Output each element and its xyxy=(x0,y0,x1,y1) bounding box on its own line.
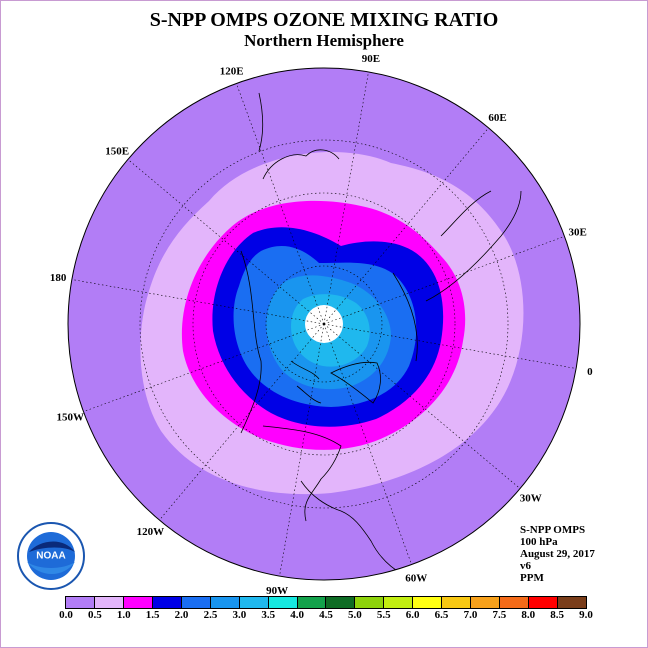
longitude-label: 60W xyxy=(405,573,427,585)
colorbar-tick-label: 4.5 xyxy=(319,609,333,621)
coast-asia-pacific xyxy=(258,92,340,180)
colorbar-tick-label: 8.5 xyxy=(550,609,564,621)
colorbar-swatch xyxy=(152,597,182,608)
coastlines xyxy=(240,92,522,577)
colorbar-tick-label: 9.0 xyxy=(579,609,593,621)
colorbar-tick-label: 5.0 xyxy=(348,609,362,621)
colorbar-swatch xyxy=(384,597,414,608)
meridian-line xyxy=(323,323,521,489)
colorbar-swatch xyxy=(66,597,95,608)
colorbar-swatch xyxy=(181,597,211,608)
coast-canadian-islands xyxy=(290,360,322,404)
longitude-label: 150W xyxy=(57,411,85,423)
colorbar-tick-label: 7.5 xyxy=(492,609,507,621)
colorbar-swatch xyxy=(471,597,501,608)
info-date: August 29, 2017 xyxy=(520,548,595,560)
colorbar-tick-label: 0.5 xyxy=(88,609,102,621)
colorbar-swatch xyxy=(529,597,558,608)
colorbar-tick-label: 5.5 xyxy=(376,609,391,621)
colorbar-tick-label: 4.0 xyxy=(290,609,304,621)
meridian-line xyxy=(71,279,325,325)
meridian-line xyxy=(127,159,325,325)
colorbar-tick-label: 1.5 xyxy=(145,609,160,621)
graticule xyxy=(139,139,509,509)
meridian-line xyxy=(83,323,325,412)
meridians xyxy=(71,71,577,577)
colorbar-tick-label: 8.0 xyxy=(521,609,536,621)
colorbar-swatch xyxy=(297,597,327,608)
info-instrument: S-NPP OMPS xyxy=(520,524,586,536)
longitude-label: 90W xyxy=(266,585,288,597)
longitude-label: 90E xyxy=(362,53,380,65)
meridian-line xyxy=(323,323,577,369)
noaa-logo-text: NOAA xyxy=(36,551,65,562)
longitude-label: 30E xyxy=(569,227,587,239)
page-title: S-NPP OMPS OZONE MIXING RATIO xyxy=(149,9,499,31)
colorbar-swatch xyxy=(326,597,356,608)
coast-north-america xyxy=(240,250,342,522)
colorbar-swatch xyxy=(355,597,385,608)
colorbar-tick-label: 3.5 xyxy=(261,609,276,621)
colorbar-swatch xyxy=(123,597,153,608)
info-block: S-NPP OMPS 100 hPa August 29, 2017 v6 PP… xyxy=(520,524,595,584)
colorbar-swatch xyxy=(442,597,472,608)
info-units: PPM xyxy=(520,572,544,584)
colorbar-tick-label: 6.0 xyxy=(405,609,420,621)
colorbar-tick-label: 2.0 xyxy=(174,609,189,621)
longitude-label: 120W xyxy=(137,526,165,538)
colorbar xyxy=(65,596,587,609)
info-version: v6 xyxy=(520,560,531,572)
colorbar-tick-label: 1.0 xyxy=(116,609,131,621)
meridian-line xyxy=(323,127,489,325)
colorbar-tick-label: 6.5 xyxy=(434,609,449,621)
longitude-label: 180 xyxy=(50,272,67,284)
colorbar-swatch xyxy=(413,597,443,608)
meridian-line xyxy=(279,323,325,577)
meridian-line xyxy=(159,323,325,521)
noaa-emblem-icon: NOAA xyxy=(17,522,85,590)
longitude-label: 150E xyxy=(105,145,129,157)
colorbar-swatch xyxy=(210,597,240,608)
info-level: 100 hPa xyxy=(520,536,558,548)
longitude-label: 120E xyxy=(220,65,244,77)
lat-circle-0 xyxy=(139,139,509,509)
lat-circle-30 xyxy=(192,192,456,456)
meridian-line xyxy=(323,71,369,325)
colorbar-swatch xyxy=(94,597,124,608)
colorbar-tick-label: 3.0 xyxy=(232,609,247,621)
colorbar-swatch xyxy=(557,597,586,608)
colorbar-ticks: 0.0 0.5 1.0 1.5 2.0 2.5 3.0 3.5 4.0 4.5 5.0 5.5 6.0 6… xyxy=(1,609,647,623)
colorbar-swatch xyxy=(239,597,269,608)
longitude-labels: 90E 60E 30E 0 30W 60W 90W 120W 150W 180 150E 120E xyxy=(50,53,593,597)
colorbar-swatch xyxy=(500,597,529,608)
lat-circle-60 xyxy=(265,265,383,383)
coast-central-america xyxy=(300,480,407,577)
meridian-line xyxy=(323,236,565,325)
coast-eurasia xyxy=(392,190,522,362)
colorbar-tick-label: 7.0 xyxy=(463,609,478,621)
colorbar-tick-label: 2.5 xyxy=(203,609,218,621)
noaa-logo: NOAA xyxy=(17,522,85,595)
coast-greenland xyxy=(330,361,381,404)
page-subtitle: Northern Hemisphere xyxy=(244,31,404,50)
meridian-line xyxy=(236,83,325,325)
colorbar-swatch xyxy=(268,597,298,608)
longitude-label: 60E xyxy=(488,112,506,124)
meridian-line xyxy=(323,323,412,565)
longitude-label: 30W xyxy=(520,493,542,505)
longitude-label: 0 xyxy=(587,366,593,378)
colorbar-tick-label: 0.0 xyxy=(59,609,73,621)
